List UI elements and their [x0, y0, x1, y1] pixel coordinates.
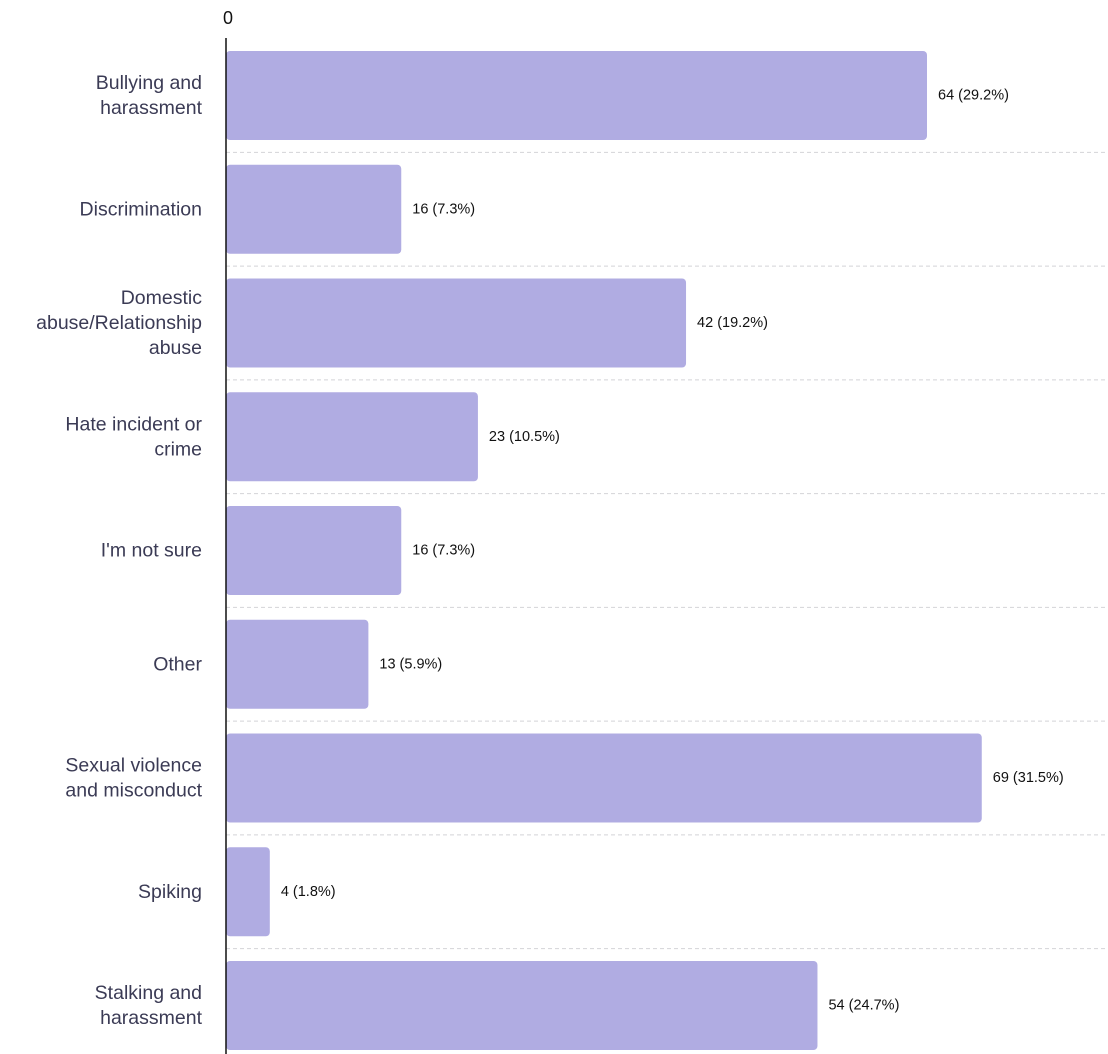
- category-label: Spiking: [138, 881, 202, 903]
- category-label-line: Other: [153, 653, 202, 675]
- category-label-line: crime: [154, 438, 202, 460]
- data-label: 13 (5.9%): [379, 656, 442, 672]
- bar: [226, 733, 982, 823]
- category-label-line: Hate incident or: [65, 413, 202, 435]
- data-label: 69 (31.5%): [993, 770, 1064, 786]
- category-label-line: Discrimination: [80, 198, 202, 220]
- data-label: 16 (7.3%): [412, 201, 475, 217]
- bar: [226, 506, 402, 595]
- bar: [226, 847, 270, 937]
- category-label-line: abuse: [149, 337, 202, 359]
- category-label-line: and misconduct: [65, 780, 202, 802]
- data-label: 4 (1.8%): [281, 884, 336, 900]
- labels-layer: 64 (29.2%) Bullying and harassment 16 (7.3%…: [36, 72, 1064, 1029]
- x-tick-label: 0: [223, 8, 233, 28]
- category-label-line: Domestic: [121, 287, 203, 309]
- data-label: 23 (10.5%): [489, 429, 560, 445]
- data-label: 54 (24.7%): [828, 998, 899, 1014]
- category-label-line: Spiking: [138, 881, 202, 903]
- category-label: Domestic abuse/Relationship abuse: [36, 287, 202, 359]
- category-label-line: Stalking and: [95, 982, 202, 1004]
- category-label-line: Bullying and: [96, 72, 202, 94]
- category-label: Stalking and harassment: [95, 982, 203, 1029]
- bar: [226, 619, 369, 709]
- category-label: Other: [153, 653, 202, 675]
- bar: [226, 392, 478, 482]
- category-label-line: I'm not sure: [101, 540, 202, 562]
- bars-layer: [226, 51, 982, 1050]
- category-label: Sexual violence and misconduct: [65, 755, 202, 802]
- bar: [226, 961, 818, 1050]
- bar: [226, 51, 927, 140]
- data-label: 42 (19.2%): [697, 315, 768, 331]
- category-label: Hate incident or crime: [65, 413, 202, 460]
- bar: [226, 164, 402, 254]
- category-label-line: harassment: [100, 97, 202, 119]
- category-label: Bullying and harassment: [96, 72, 203, 119]
- category-label: Discrimination: [80, 198, 202, 220]
- category-label-line: abuse/Relationship: [36, 312, 202, 334]
- category-label-line: harassment: [100, 1007, 202, 1029]
- category-label: I'm not sure: [101, 540, 202, 562]
- grid-layer: [226, 151, 1108, 950]
- data-label: 16 (7.3%): [412, 543, 475, 559]
- bar: [226, 278, 687, 368]
- data-label: 64 (29.2%): [938, 88, 1009, 104]
- category-label-line: Sexual violence: [65, 755, 202, 777]
